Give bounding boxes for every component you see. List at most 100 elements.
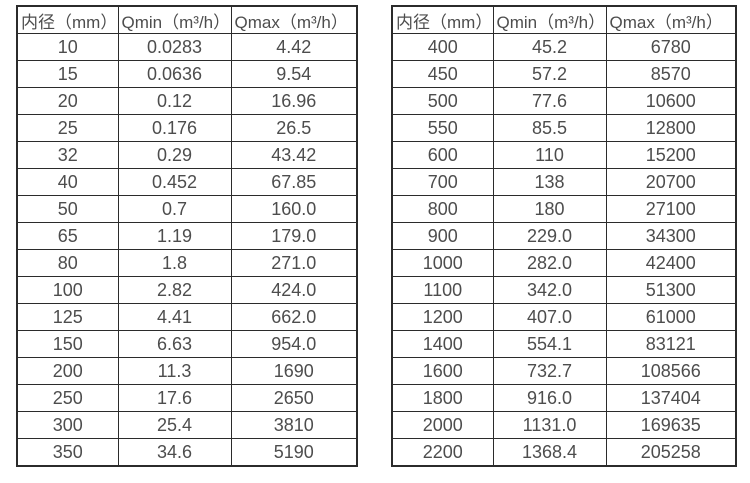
flow-spec-table-small-diameters: 内径（mm） Qmin（m³/h） Qmax（m³/h） 10 0.0283 4.42 1… (16, 5, 358, 467)
diameter-cell: 80 (16, 249, 119, 277)
qmin-cell: 407.0 (492, 303, 607, 331)
diameter-cell: 125 (16, 303, 119, 331)
table-row: 125 4.41 662.0 (16, 303, 358, 331)
diameter-cell: 200 (16, 357, 119, 385)
qmin-cell: 45.2 (492, 33, 607, 61)
table-row: 65 1.19 179.0 (16, 222, 358, 250)
diameter-cell: 550 (391, 114, 494, 142)
diameter-cell: 100 (16, 276, 119, 304)
qmin-cell: 0.176 (117, 114, 232, 142)
table-row: 300 25.4 3810 (16, 411, 358, 439)
qmin-cell: 1368.4 (492, 438, 607, 467)
qmax-cell: 16.96 (230, 87, 358, 115)
qmax-cell: 108566 (605, 357, 737, 385)
qmin-cell: 6.63 (117, 330, 232, 358)
qmax-cell: 3810 (230, 411, 358, 439)
qmin-cell: 0.7 (117, 195, 232, 223)
table-row: 40 0.452 67.85 (16, 168, 358, 196)
qmin-cell: 25.4 (117, 411, 232, 439)
qmax-cell: 137404 (605, 384, 737, 412)
diameter-cell: 20 (16, 87, 119, 115)
table-row: 200 11.3 1690 (16, 357, 358, 385)
qmin-cell: 77.6 (492, 87, 607, 115)
table-row: 1200 407.0 61000 (391, 303, 737, 331)
qmin-cell: 0.0283 (117, 33, 232, 61)
qmax-cell: 42400 (605, 249, 737, 277)
qmax-cell: 4.42 (230, 33, 358, 61)
diameter-cell: 1100 (391, 276, 494, 304)
table-row: 1800 916.0 137404 (391, 384, 737, 412)
qmin-column-header: Qmin（m³/h） (492, 5, 607, 34)
qmin-cell: 916.0 (492, 384, 607, 412)
qmax-cell: 271.0 (230, 249, 358, 277)
qmax-cell: 169635 (605, 411, 737, 439)
qmax-cell: 61000 (605, 303, 737, 331)
diameter-cell: 10 (16, 33, 119, 61)
qmax-cell: 83121 (605, 330, 737, 358)
qmax-cell: 51300 (605, 276, 737, 304)
qmin-cell: 4.41 (117, 303, 232, 331)
qmax-cell: 67.85 (230, 168, 358, 196)
header-row: 内径（mm） Qmin（m³/h） Qmax（m³/h） (16, 5, 358, 34)
table-row: 400 45.2 6780 (391, 33, 737, 61)
table-row: 550 85.5 12800 (391, 114, 737, 142)
diameter-cell: 800 (391, 195, 494, 223)
table-row: 10 0.0283 4.42 (16, 33, 358, 61)
diameter-cell: 450 (391, 60, 494, 88)
table-row: 25 0.176 26.5 (16, 114, 358, 142)
table-row: 1600 732.7 108566 (391, 357, 737, 385)
qmax-cell: 954.0 (230, 330, 358, 358)
diameter-cell: 350 (16, 438, 119, 467)
qmin-cell: 1131.0 (492, 411, 607, 439)
qmin-cell: 11.3 (117, 357, 232, 385)
qmax-cell: 20700 (605, 168, 737, 196)
table-row: 80 1.8 271.0 (16, 249, 358, 277)
table-row: 450 57.2 8570 (391, 60, 737, 88)
diameter-cell: 32 (16, 141, 119, 169)
qmax-column-header: Qmax（m³/h） (605, 5, 737, 34)
qmax-cell: 34300 (605, 222, 737, 250)
header-row: 内径（mm） Qmin（m³/h） Qmax（m³/h） (391, 5, 737, 34)
table-row: 20 0.12 16.96 (16, 87, 358, 115)
diameter-cell: 600 (391, 141, 494, 169)
table-row: 500 77.6 10600 (391, 87, 737, 115)
qmax-column-header: Qmax（m³/h） (230, 5, 358, 34)
qmin-cell: 732.7 (492, 357, 607, 385)
qmin-cell: 0.0636 (117, 60, 232, 88)
qmin-cell: 282.0 (492, 249, 607, 277)
qmax-cell: 8570 (605, 60, 737, 88)
qmax-cell: 6780 (605, 33, 737, 61)
table-row: 350 34.6 5190 (16, 438, 358, 467)
qmax-cell: 1690 (230, 357, 358, 385)
qmin-cell: 342.0 (492, 276, 607, 304)
qmin-cell: 554.1 (492, 330, 607, 358)
qmin-cell: 57.2 (492, 60, 607, 88)
qmax-cell: 43.42 (230, 141, 358, 169)
qmin-cell: 180 (492, 195, 607, 223)
diameter-cell: 15 (16, 60, 119, 88)
qmax-cell: 662.0 (230, 303, 358, 331)
diameter-cell: 50 (16, 195, 119, 223)
diameter-cell: 300 (16, 411, 119, 439)
diameter-cell: 150 (16, 330, 119, 358)
diameter-cell: 25 (16, 114, 119, 142)
diameter-cell: 1600 (391, 357, 494, 385)
qmin-cell: 0.452 (117, 168, 232, 196)
table-row: 600 110 15200 (391, 141, 737, 169)
qmax-cell: 9.54 (230, 60, 358, 88)
qmin-cell: 1.19 (117, 222, 232, 250)
diameter-cell: 40 (16, 168, 119, 196)
table-row: 1000 282.0 42400 (391, 249, 737, 277)
qmin-cell: 0.12 (117, 87, 232, 115)
diameter-cell: 2000 (391, 411, 494, 439)
qmax-cell: 5190 (230, 438, 358, 467)
qmin-cell: 34.6 (117, 438, 232, 467)
qmin-cell: 229.0 (492, 222, 607, 250)
qmin-cell: 85.5 (492, 114, 607, 142)
qmax-cell: 26.5 (230, 114, 358, 142)
qmin-cell: 138 (492, 168, 607, 196)
diameter-cell: 1000 (391, 249, 494, 277)
table-row: 150 6.63 954.0 (16, 330, 358, 358)
table-row: 1400 554.1 83121 (391, 330, 737, 358)
qmin-column-header: Qmin（m³/h） (117, 5, 232, 34)
